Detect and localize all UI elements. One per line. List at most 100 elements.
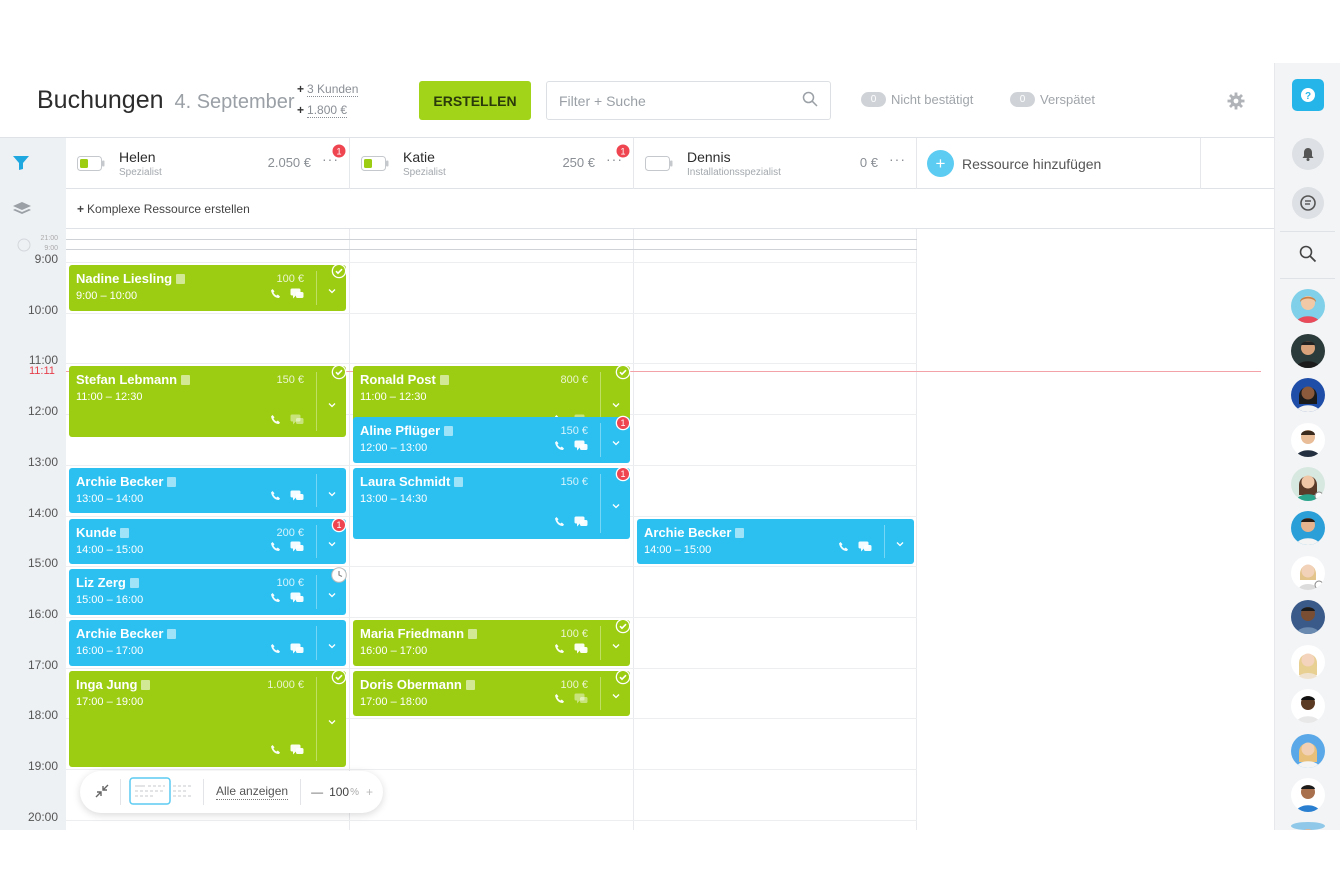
phone-icon[interactable]: [270, 642, 282, 660]
collapse-icon[interactable]: [94, 783, 110, 802]
chevron-down-icon[interactable]: [327, 714, 337, 732]
note-icon[interactable]: [176, 274, 186, 284]
booking-card[interactable]: Doris Obermann 17:00 – 18:00 100 €: [353, 669, 631, 717]
note-icon[interactable]: [735, 527, 745, 538]
avatar[interactable]: [1291, 289, 1325, 323]
chevron-down-icon[interactable]: [327, 536, 337, 554]
create-complex-resource-link[interactable]: + Komplexe Ressource erstellen: [77, 202, 250, 216]
help-icon[interactable]: ?: [1292, 79, 1324, 111]
message-icon[interactable]: [290, 540, 304, 558]
message-icon[interactable]: [290, 591, 304, 609]
phone-icon[interactable]: [270, 591, 282, 609]
phone-icon[interactable]: [554, 439, 566, 457]
chevron-down-icon[interactable]: [611, 638, 621, 656]
avatar[interactable]: [1291, 600, 1325, 634]
phone-icon[interactable]: [838, 540, 850, 558]
booking-card[interactable]: Archie Becker 14:00 – 15:00: [637, 518, 914, 565]
customers-stat[interactable]: +3 Kunden: [297, 82, 359, 97]
chevron-down-icon[interactable]: [327, 486, 337, 504]
booking-card[interactable]: Maria Friedmann 16:00 – 17:00 100 €: [353, 618, 631, 666]
message-icon[interactable]: [574, 515, 588, 533]
message-icon[interactable]: [574, 642, 588, 660]
message-icon[interactable]: [290, 642, 304, 660]
collapse-circle-icon[interactable]: [17, 238, 31, 257]
message-icon[interactable]: [290, 489, 304, 507]
zoom-in-button[interactable]: +: [366, 785, 374, 799]
chevron-down-icon[interactable]: [611, 435, 621, 453]
customers-stat-value[interactable]: 3 Kunden: [307, 82, 359, 97]
message-icon[interactable]: [290, 287, 304, 305]
booking-card[interactable]: Aline Pflüger 12:00 – 13:00 150 € 1: [353, 415, 631, 463]
note-icon[interactable]: [167, 476, 177, 487]
avatar[interactable]: [1291, 511, 1325, 545]
avatar[interactable]: [1291, 778, 1325, 812]
search-box[interactable]: [546, 81, 831, 120]
chevron-down-icon[interactable]: [611, 397, 621, 415]
layers-icon[interactable]: [13, 202, 31, 221]
phone-icon[interactable]: [270, 743, 282, 761]
filter-icon[interactable]: [13, 156, 29, 175]
resource-helen[interactable]: Helen Spezialist 2.050 € ··· 1: [66, 138, 350, 189]
note-icon[interactable]: [120, 527, 130, 538]
resource-dennis[interactable]: Dennis Installationsspezialist 0 € ···: [634, 138, 917, 189]
avatar[interactable]: [1291, 645, 1325, 679]
avatar[interactable]: [1291, 689, 1325, 723]
phone-icon[interactable]: [554, 515, 566, 533]
filter-cell[interactable]: [0, 138, 66, 189]
booking-card[interactable]: Liz Zerg 15:00 – 16:00 100 €: [69, 567, 347, 615]
more-icon[interactable]: ···: [889, 151, 906, 167]
phone-icon[interactable]: [554, 642, 566, 660]
search-input[interactable]: [559, 92, 779, 109]
phone-icon[interactable]: [270, 489, 282, 507]
avatar[interactable]: [1291, 334, 1325, 368]
chevron-down-icon[interactable]: [611, 498, 621, 516]
gear-icon[interactable]: [1227, 92, 1245, 115]
calendar-column-dennis[interactable]: [634, 229, 917, 830]
booking-card[interactable]: Inga Jung 17:00 – 19:00 1.000 €: [69, 669, 347, 767]
note-icon[interactable]: [444, 426, 454, 437]
show-all-link[interactable]: Alle anzeigen: [216, 784, 289, 800]
chevron-down-icon[interactable]: [327, 587, 337, 605]
add-resource-button[interactable]: + Ressource hinzufügen: [927, 150, 1101, 177]
avatar[interactable]: [1291, 467, 1325, 501]
resource-katie[interactable]: Katie Spezialist 250 € ··· 1: [350, 138, 634, 189]
calendar-column-helen[interactable]: [66, 229, 350, 830]
note-icon[interactable]: [141, 679, 151, 690]
sidebar-search-icon[interactable]: [1299, 245, 1317, 268]
phone-icon[interactable]: [270, 540, 282, 558]
message-icon[interactable]: [290, 743, 304, 761]
toggle-unconfirmed[interactable]: 0 Nicht bestätigt: [861, 92, 973, 107]
chevron-down-icon[interactable]: [327, 283, 337, 301]
toggle-late[interactable]: 0 Verspätet: [1010, 92, 1095, 107]
note-icon[interactable]: [181, 375, 191, 386]
avatar[interactable]: [1291, 556, 1325, 590]
note-icon[interactable]: [129, 578, 139, 589]
booking-card[interactable]: Nadine Liesling 9:00 – 10:00 100 €: [69, 263, 347, 311]
avatar[interactable]: [1291, 822, 1325, 830]
message-icon[interactable]: [574, 439, 588, 457]
booking-card[interactable]: Stefan Lebmann 11:00 – 12:30 150 €: [69, 365, 347, 438]
booking-card[interactable]: Archie Becker 16:00 – 17:00: [69, 619, 346, 666]
chevron-down-icon[interactable]: [327, 397, 337, 415]
message-icon[interactable]: [858, 540, 872, 558]
bell-icon[interactable]: [1292, 138, 1324, 170]
chat-icon[interactable]: [1292, 187, 1324, 219]
phone-icon[interactable]: [554, 692, 566, 710]
chevron-down-icon[interactable]: [611, 688, 621, 706]
avatar[interactable]: [1291, 734, 1325, 768]
revenue-stat-value[interactable]: 1.800 €: [307, 103, 348, 118]
create-button[interactable]: ERSTELLEN: [419, 81, 531, 120]
phone-icon[interactable]: [270, 287, 282, 305]
chevron-down-icon[interactable]: [327, 638, 337, 656]
zoom-out-button[interactable]: —: [311, 785, 324, 799]
note-icon[interactable]: [468, 628, 478, 639]
revenue-stat[interactable]: +1.800 €: [297, 103, 348, 118]
phone-icon[interactable]: [270, 413, 282, 431]
message-icon[interactable]: [290, 413, 304, 431]
compact-view-icon[interactable]: [129, 776, 195, 808]
message-icon[interactable]: [574, 692, 588, 710]
calendar-column-katie[interactable]: [350, 229, 634, 830]
note-icon[interactable]: [454, 476, 464, 487]
booking-card[interactable]: Archie Becker 13:00 – 14:00: [69, 467, 346, 514]
note-icon[interactable]: [465, 679, 475, 690]
